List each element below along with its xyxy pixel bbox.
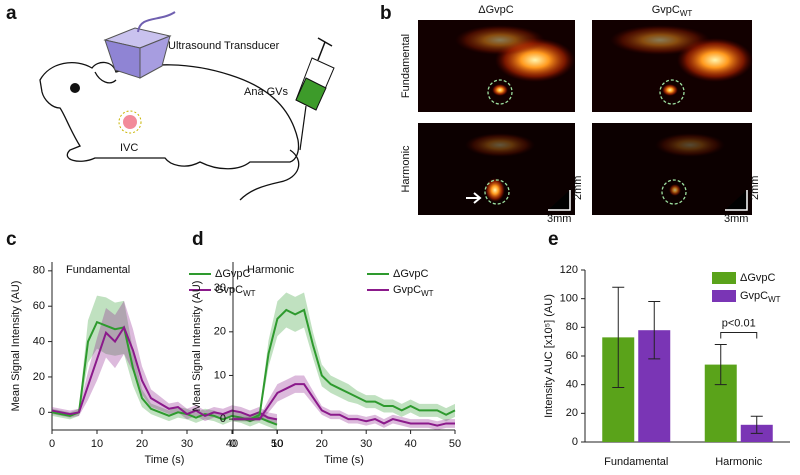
legend-label: ΔGvpC	[393, 268, 429, 280]
mouse-diagram	[39, 61, 300, 201]
legend-swatch	[712, 272, 736, 284]
y-tick-label: 20	[33, 371, 45, 383]
transducer	[103, 11, 176, 79]
x-tick-label: Harmonic	[715, 456, 763, 468]
error-bar	[750, 415, 763, 434]
line	[233, 308, 456, 421]
panel-label: d	[192, 229, 204, 250]
scale-label: 3mm	[547, 213, 571, 225]
x-tick-label: 20	[316, 438, 328, 450]
y-tick-label: 30	[214, 282, 226, 294]
x-tick-label: 10	[91, 438, 103, 450]
error-bar	[648, 301, 661, 360]
diagram-label: Ultrasound Transducer	[168, 40, 280, 52]
error-band	[233, 375, 455, 430]
y-tick-label: 0	[572, 436, 578, 448]
significance-bracket	[720, 332, 758, 339]
x-axis-label: Time (s)	[145, 454, 185, 466]
x-tick-label: Fundamental	[604, 456, 668, 468]
vessel	[123, 115, 137, 129]
legend-subscript: WT	[243, 289, 256, 298]
y-axis-label: Mean Signal Intensity (AU)	[191, 281, 203, 412]
y-tick-label: 60	[33, 300, 45, 312]
y-tick-label: 60	[566, 350, 578, 362]
legend-swatch	[712, 290, 736, 302]
chart-title: Harmonic	[247, 264, 295, 276]
error-bar	[612, 286, 625, 389]
panel-label: e	[548, 229, 559, 250]
scale-label: 2mm	[572, 176, 584, 200]
legend-label: GvpCWT	[215, 284, 256, 298]
y-tick-label: 40	[566, 379, 578, 391]
error-band	[52, 295, 277, 430]
legend-label: GvpC	[740, 290, 768, 302]
error-band	[233, 292, 455, 422]
legend-label: GvpCWT	[740, 290, 781, 304]
x-tick-label: 40	[226, 438, 238, 450]
scale-label: 2mm	[749, 176, 761, 200]
x-tick-label: 0	[49, 438, 55, 450]
annotation: p<0.01	[722, 317, 756, 329]
legend-label: ΔGvpC	[740, 272, 776, 284]
panel-label: c	[6, 229, 17, 250]
x-tick-label: 40	[404, 438, 416, 450]
y-tick-label: 0	[220, 413, 226, 425]
y-tick-label: 80	[33, 265, 45, 277]
y-axis-label: Mean Signal Intensity (AU)	[10, 281, 22, 412]
line	[51, 320, 278, 426]
y-tick-label: 0	[39, 406, 45, 418]
scale-label: 3mm	[724, 213, 748, 225]
x-axis-label: Time (s)	[324, 454, 364, 466]
diagram-label: IVC	[120, 142, 138, 154]
y-axis-label: Intensity AUC [x10⁵] (AU)	[543, 294, 555, 418]
chart-title: Fundamental	[66, 264, 130, 276]
panel-label: a	[6, 3, 17, 24]
y-tick-label: 80	[566, 321, 578, 333]
x-tick-label: 10	[271, 438, 283, 450]
column-header: ΔGvpC	[478, 4, 514, 16]
y-tick-label: 100	[560, 293, 578, 305]
x-tick-label: 30	[181, 438, 193, 450]
y-tick-label: 20	[214, 326, 226, 338]
y-tick-label: 120	[560, 264, 578, 276]
panel-label: b	[380, 3, 392, 24]
mouse-eye	[70, 83, 80, 93]
row-label: Fundamental	[400, 34, 412, 98]
y-tick-label: 10	[214, 369, 226, 381]
vessel-ring	[118, 110, 142, 134]
legend-label: GvpCWT	[393, 284, 434, 298]
x-tick-label: 30	[360, 438, 372, 450]
legend-label: ΔGvpC	[740, 272, 776, 284]
legend-label: GvpC	[215, 284, 243, 296]
line	[51, 325, 278, 421]
legend-label: ΔGvpC	[393, 268, 429, 280]
error-bar	[714, 344, 727, 386]
y-tick-label: 40	[33, 335, 45, 347]
x-tick-label: 20	[136, 438, 148, 450]
column-header: GvpC	[652, 4, 680, 16]
x-tick-label: 50	[271, 438, 283, 450]
legend-subscript: WT	[768, 295, 781, 304]
line	[233, 383, 455, 427]
row-label: Harmonic	[400, 145, 412, 193]
error-band	[52, 300, 277, 425]
legend-subscript: WT	[421, 289, 434, 298]
subscript: WT	[680, 9, 693, 18]
legend-label: GvpC	[393, 284, 421, 296]
y-tick-label: 20	[566, 407, 578, 419]
ultrasound-images	[418, 20, 753, 215]
x-tick-label: 0	[230, 438, 236, 450]
x-tick-label: 50	[449, 438, 461, 450]
diagram-label: Ana GVs	[244, 86, 289, 98]
syringe	[295, 37, 335, 151]
column-header: GvpCWT	[652, 4, 693, 18]
